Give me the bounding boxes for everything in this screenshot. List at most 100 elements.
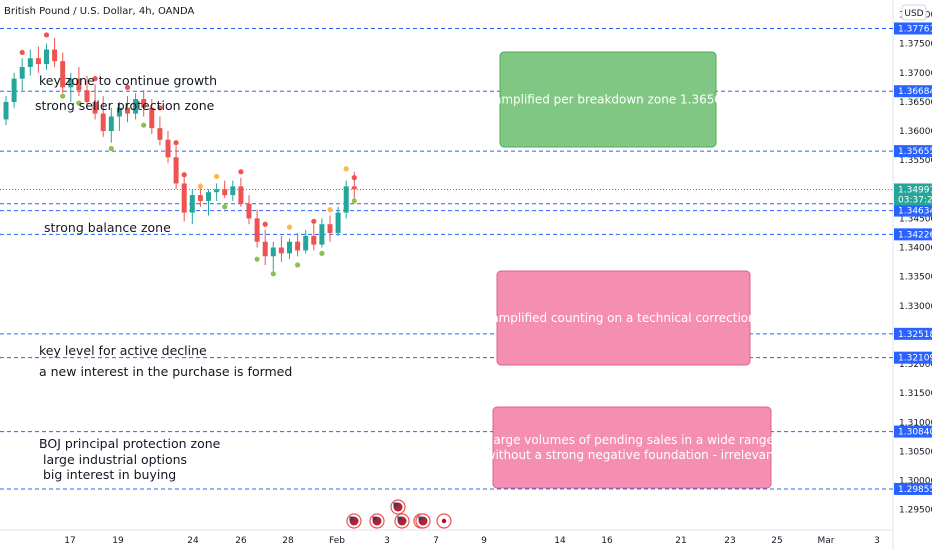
note-box-text: amplified counting on a technical correc… (491, 311, 756, 325)
level-price-label: 1.32518 (894, 327, 932, 340)
price-tick-label: 1.35500 (899, 156, 932, 166)
economic-event-badge[interactable] (415, 513, 431, 529)
economic-event-badge[interactable] (346, 513, 362, 529)
time-tick-label: Mar (818, 536, 835, 546)
time-tick-label: Feb (329, 536, 345, 546)
price-tick-label: 1.37500 (899, 40, 932, 50)
chart-annotation[interactable]: key zone to continue growth (39, 73, 217, 88)
signal-dot (214, 173, 220, 180)
note-box-text: without a strong negative foundation - i… (486, 448, 779, 462)
time-tick-label: 19 (112, 536, 124, 546)
note-boxes: amplified per breakdown zone 1.3650 ampli… (486, 51, 779, 489)
signal-dot (270, 271, 276, 277)
economic-event-badge[interactable] (394, 513, 410, 529)
price-tick-label: 1.30500 (899, 447, 932, 457)
level-price-label: 1.34226 (894, 228, 932, 241)
horizontal-levels (0, 27, 893, 490)
candle (68, 72, 74, 102)
signal-dot (181, 172, 187, 178)
price-tick-label: 1.36000 (899, 127, 932, 137)
price-labels: 1.377611.366841.356551.347521.346341.342… (894, 22, 932, 495)
candle (319, 218, 325, 248)
candle (60, 52, 66, 94)
signal-dot (124, 84, 131, 90)
svg-text:1.32109: 1.32109 (898, 354, 932, 364)
signal-dot (222, 204, 228, 210)
candle (76, 66, 82, 97)
candle (335, 206, 341, 236)
chart-annotation[interactable]: a new interest in the purchase is formed (39, 364, 292, 379)
time-tick-label: 28 (282, 536, 294, 546)
candle (181, 177, 187, 222)
svg-text:1.35655: 1.35655 (898, 147, 932, 157)
currency-label: USD (904, 9, 923, 19)
chart-annotation[interactable]: strong seller protection zone (35, 98, 215, 113)
bar-countdown: 03:37:26 (898, 195, 932, 205)
currency-button[interactable]: USD (901, 4, 927, 21)
level-price-label: 1.34634 (894, 204, 932, 217)
chart-annotation[interactable]: key level for active decline (39, 343, 207, 358)
svg-text:1.30840: 1.30840 (898, 428, 932, 438)
time-tick-label: 16 (601, 536, 613, 546)
signal-dot (351, 175, 357, 181)
signal-dot (173, 140, 179, 146)
candle (278, 235, 284, 263)
chart-annotation[interactable]: BOJ principal protection zone (39, 436, 221, 451)
candle (327, 215, 333, 242)
chart-annotation[interactable]: big interest in buying (43, 467, 176, 482)
signal-dot (60, 93, 66, 99)
signal-dot (141, 122, 147, 128)
signal-dot (311, 218, 317, 224)
candle (157, 116, 163, 146)
candle (27, 49, 33, 76)
candle (311, 224, 317, 251)
price-tick-label: 1.29500 (899, 506, 932, 516)
level-price-label: 1.35655 (894, 145, 932, 158)
candle (44, 43, 49, 70)
time-tick-label: 9 (481, 536, 487, 546)
candle (84, 75, 90, 108)
candle (270, 241, 276, 271)
economic-event-badge[interactable] (369, 513, 385, 529)
svg-text:1.32518: 1.32518 (898, 330, 932, 340)
candle (149, 99, 155, 134)
price-tick-label: 1.33000 (899, 302, 932, 312)
signal-dot (157, 105, 163, 111)
note-box-pink2[interactable]: large volumes of pending sales in a wide… (486, 406, 779, 489)
economic-event-badge[interactable] (436, 513, 452, 529)
symbol-title: British Pound / U.S. Dollar, 4h, OANDA (4, 6, 194, 17)
price-tick-label: 1.32000 (899, 360, 932, 370)
signal-dot (295, 262, 301, 268)
time-tick-label: 25 (771, 536, 782, 546)
candle (11, 72, 17, 108)
price-tick-label: 1.34000 (899, 244, 932, 254)
note-box-green[interactable]: amplified per breakdown zone 1.3650 (494, 51, 722, 148)
time-tick-label: 21 (675, 536, 686, 546)
level-price-label: 1.32109 (894, 351, 932, 364)
chart-annotation[interactable]: strong balance zone (44, 220, 171, 235)
candle (165, 131, 171, 164)
time-tick-label: 3 (384, 536, 390, 546)
candle (173, 145, 179, 190)
candle (222, 180, 228, 199)
candle (19, 58, 25, 91)
price-tick-label: 1.37000 (899, 69, 932, 79)
signal-dots (19, 32, 357, 277)
economic-event-badge[interactable] (390, 499, 406, 515)
note-box-pink1[interactable]: amplified counting on a technical correc… (491, 270, 756, 366)
candle (230, 180, 236, 201)
candle (303, 230, 309, 254)
candle (3, 96, 9, 126)
price-tick-label: 1.33500 (899, 273, 932, 283)
candle (189, 189, 195, 225)
svg-text:1.37761: 1.37761 (898, 24, 932, 34)
note-box-text: amplified per breakdown zone 1.3650 (494, 93, 722, 107)
time-tick-label: 17 (64, 536, 75, 546)
candle (287, 238, 292, 260)
price-tick-label: 1.34500 (899, 214, 932, 224)
signal-dot (92, 76, 98, 82)
candle (141, 90, 147, 117)
signal-dot (197, 183, 203, 189)
chart-annotation[interactable]: large industrial options (43, 452, 187, 467)
